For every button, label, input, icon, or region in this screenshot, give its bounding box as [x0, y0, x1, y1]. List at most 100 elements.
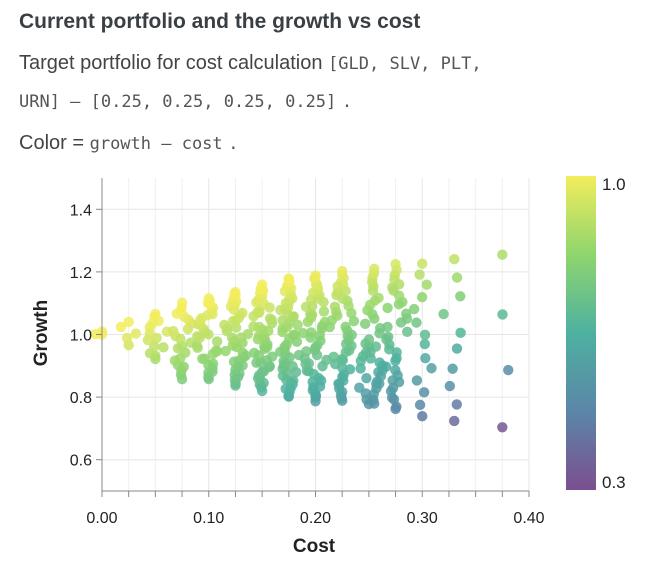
scatter-point [310, 270, 321, 281]
scatter-point [354, 382, 365, 393]
y-axis-label: Growth [31, 300, 52, 367]
scatter-point [420, 352, 431, 364]
scatter-point [340, 321, 351, 333]
color-formula-code: growth – cost [89, 134, 223, 154]
scatter-point [123, 316, 134, 328]
y-tick-label: 0.8 [70, 390, 92, 407]
scatter-point [289, 329, 301, 340]
scatter-point [363, 334, 375, 345]
scatter-point [115, 321, 127, 333]
scatter-point [380, 361, 392, 372]
scatter-point [359, 318, 371, 330]
period-mark: . [228, 134, 239, 154]
scatter-point [192, 331, 203, 342]
colorbar-min-label: 0.3 [602, 473, 626, 492]
scatter-point [455, 327, 466, 339]
scatter-point [402, 326, 413, 337]
x-tick-label: 0.20 [300, 510, 331, 527]
scatter-point [328, 351, 339, 363]
scatter-point [264, 313, 276, 324]
scatter-point [305, 327, 317, 338]
scatter-point [256, 279, 268, 290]
scatter-point [370, 341, 382, 352]
x-tick-label: 0.30 [407, 510, 438, 527]
scatter-point [449, 415, 460, 427]
scatter-point [207, 358, 219, 369]
scatter-point [318, 306, 330, 317]
x-tick-label: 0.00 [86, 510, 117, 527]
scatter-point [419, 329, 431, 340]
scatter-point [297, 327, 309, 339]
scatter-point [150, 308, 161, 320]
scatter-point [421, 279, 432, 290]
x-axis-label: Cost [293, 536, 336, 557]
scatter-point [355, 363, 366, 374]
scatter-point [449, 253, 460, 265]
scatter-point [197, 353, 208, 365]
y-tick-label: 1.2 [70, 265, 92, 282]
scatter-point [451, 272, 463, 283]
scatter-point [497, 422, 508, 433]
weights-code: URN] – [0.25, 0.25, 0.25, 0.25] [19, 92, 337, 112]
x-tick-label: 0.10 [193, 510, 224, 527]
description-text: Target portfolio for cost calculation [19, 52, 323, 74]
description-line-1: Target portfolio for cost calculation [G… [19, 52, 482, 75]
axes: 0.00 0.10 0.20 0.30 0.40 0.6 0.8 1.0 1.2 1.4 [70, 178, 545, 527]
scatter-point [301, 346, 312, 357]
y-tick-label: 1.4 [70, 202, 92, 219]
scatter-point [451, 399, 462, 410]
ticker-list-code: [GLD, SLV, PLT, [328, 54, 482, 74]
scatter-point [336, 265, 348, 277]
scatter-point [390, 258, 401, 270]
scatter-point [400, 308, 412, 319]
scatter-point [176, 297, 188, 308]
period-mark: . [341, 92, 353, 112]
scatter-point [382, 321, 393, 333]
scatter-point [373, 292, 384, 304]
colorbar-max-label: 1.0 [602, 175, 626, 194]
scatter-point [329, 301, 341, 312]
scatter-point [230, 286, 241, 298]
description-line-2: URN] – [0.25, 0.25, 0.25, 0.25] . [19, 90, 352, 113]
scatter-point [220, 345, 231, 357]
scatter-point [344, 364, 356, 375]
scatter-point [426, 363, 437, 374]
scatter-point [121, 332, 133, 344]
data-points [90, 249, 514, 433]
scatter-point [418, 387, 430, 398]
scatter-point [417, 410, 428, 422]
color-label: Color = [19, 132, 85, 154]
scatter-point [382, 302, 393, 314]
scatter-point [419, 338, 431, 350]
scatter-point [444, 380, 456, 392]
scatter-point [361, 372, 372, 384]
scatter-point [348, 315, 360, 327]
scatter-point [451, 343, 463, 354]
scatter-point [249, 347, 260, 359]
scatter-point [411, 375, 423, 386]
colorbar [566, 176, 596, 490]
y-tick-label: 1.0 [70, 328, 92, 345]
scatter-point [283, 273, 295, 284]
chart-title: Current portfolio and the growth vs cost [19, 10, 421, 33]
scatter-point [408, 303, 420, 315]
scatter-point [414, 399, 426, 411]
scatter-point [497, 309, 508, 320]
x-tick-label: 0.40 [513, 510, 544, 527]
scatter-point [219, 319, 230, 331]
scatter-point [242, 328, 254, 340]
scatter-point [158, 342, 169, 353]
scatter-point [414, 269, 425, 280]
scatter-point [455, 291, 466, 302]
scatter-point [211, 345, 222, 356]
scatter-point [383, 331, 394, 343]
scatter-point [497, 249, 508, 260]
color-description: Color = growth – cost . [19, 132, 238, 155]
scatter-point [417, 258, 428, 269]
scatter-point [248, 321, 259, 332]
scatter-point [211, 336, 223, 347]
scatter-point [369, 263, 380, 275]
scatter-point [203, 293, 214, 304]
scatter-point [390, 365, 401, 376]
scatter-point [411, 317, 422, 328]
